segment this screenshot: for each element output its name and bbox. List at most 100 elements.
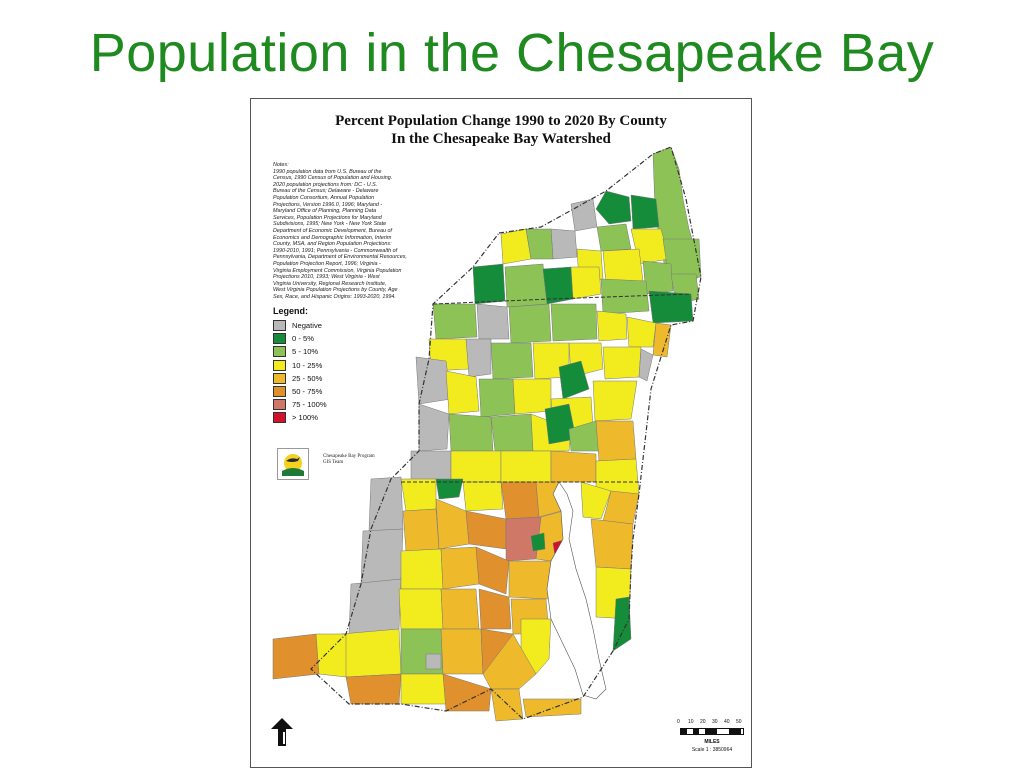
- county-region: [595, 190, 632, 225]
- scale-ticks: 0 10 20 30 40 50: [677, 719, 747, 727]
- county-region: [440, 546, 480, 590]
- county-region: [570, 266, 602, 300]
- county-region: [550, 303, 598, 342]
- legend-item: Negative: [273, 319, 393, 332]
- county-region: [360, 528, 404, 585]
- notes-line: Population Consortium, Annual Population: [273, 194, 375, 201]
- county-region: [525, 228, 554, 260]
- logo-caption-line: GIS Team: [323, 460, 344, 465]
- county-region: [398, 588, 444, 630]
- county-region: [490, 688, 524, 722]
- county-region: [522, 698, 582, 718]
- legend-item: > 100%: [273, 411, 393, 424]
- county-region: [626, 316, 657, 348]
- state-boundary: [432, 293, 692, 305]
- north-arrow-icon: [269, 717, 295, 747]
- legend-label: 10 - 25%: [292, 360, 323, 370]
- notes-line: Sex, Race, and Hispanic Origins: 1993-20…: [273, 293, 396, 300]
- county-region: [530, 532, 546, 552]
- legend-item: 75 - 100%: [273, 398, 393, 411]
- county-region: [592, 380, 638, 422]
- notes-line: Population Projection Report, 1996; Virg…: [273, 260, 381, 267]
- county-region: [465, 510, 507, 550]
- county-region: [450, 450, 502, 483]
- county-region: [415, 356, 452, 405]
- logo-caption-line: Chesapeake Bay Program: [323, 454, 375, 459]
- county-region: [425, 653, 442, 670]
- county-region: [508, 303, 552, 344]
- scale-bar-group: 0 10 20 30 40 50 MILES Scale 1 : 3850964: [677, 719, 747, 763]
- legend-swatch: [273, 333, 286, 345]
- county-region: [462, 481, 504, 512]
- watershed-map: [272, 146, 702, 722]
- legend-item: 50 - 75%: [273, 385, 393, 398]
- legend-item: 25 - 50%: [273, 372, 393, 385]
- notes-line: Virginia University, Regional Research I…: [273, 280, 387, 287]
- county-region: [418, 403, 450, 452]
- county-region: [602, 346, 642, 380]
- county-region: [476, 303, 510, 340]
- county-region: [315, 633, 347, 678]
- county-region: [410, 450, 452, 483]
- county-region: [500, 228, 532, 265]
- county-region: [508, 560, 552, 600]
- scale-tick-label: 30: [712, 719, 718, 725]
- chesapeake-bay-water: [546, 481, 607, 700]
- county-region: [648, 290, 694, 324]
- scale-bar: [680, 728, 744, 735]
- county-region: [435, 498, 470, 550]
- county-region: [490, 413, 534, 452]
- notes-line: Projections, Version 1996.0, 1996; Maryl…: [273, 201, 383, 208]
- county-region: [440, 628, 484, 675]
- slide-title: Population in the Chesapeake Bay: [89, 23, 935, 83]
- notes-line: Census, 1990 Census of Population and Ho…: [273, 175, 393, 182]
- county-region: [272, 633, 320, 680]
- county-region: [472, 263, 506, 305]
- legend-label: > 100%: [292, 413, 318, 423]
- map-notes: Notes: 1990 population data from U.S. Bu…: [273, 162, 425, 300]
- county-region: [440, 588, 480, 630]
- notes-line: Department of Economic Development, Bure…: [273, 227, 392, 234]
- notes-line: Virginia Employment Commission, Virginia…: [273, 267, 402, 274]
- legend-swatch: [273, 386, 286, 398]
- county-region: [345, 673, 402, 705]
- county-region: [595, 420, 637, 462]
- county-region: [465, 338, 492, 378]
- county-region: [500, 481, 540, 520]
- notes-line: West Virginia Population Projections by …: [273, 287, 398, 294]
- county-region: [348, 578, 402, 635]
- legend-swatch: [273, 372, 286, 384]
- notes-line: County, MSA, and Region Population Proje…: [273, 241, 392, 248]
- map-legend: Legend: Negative 0 - 5% 5 - 10% 10 - 25%…: [273, 306, 393, 425]
- county-region: [368, 476, 404, 532]
- chesapeake-bay-program-logo: [277, 448, 309, 480]
- notes-line: 2020 population projections from: DC - U…: [273, 181, 378, 188]
- county-region: [550, 228, 578, 260]
- county-region: [630, 194, 660, 230]
- county-region: [400, 478, 437, 512]
- notes-line: Maryland Office of Planning, Planning Da…: [273, 208, 377, 215]
- legend-title: Legend:: [273, 306, 308, 316]
- notes-line: Pennsylvania, Department of Environmenta…: [273, 254, 407, 261]
- notes-line: 1990-2010, 1991; Pennsylvania - Commonwe…: [273, 247, 398, 254]
- scale-tick-label: 10: [688, 719, 694, 725]
- watershed-boundary: [310, 146, 702, 720]
- notes-line: 1990 population data from U.S. Bureau of…: [273, 168, 382, 175]
- county-region: [445, 370, 480, 415]
- notes-line: Projections 2010, 1993; West Virginia - …: [273, 274, 380, 281]
- county-region: [490, 342, 534, 380]
- legend-swatch: [273, 399, 286, 411]
- heron-logo-icon: [282, 454, 304, 476]
- county-region: [580, 481, 612, 520]
- legend-item: 5 - 10%: [273, 345, 393, 358]
- county-region: [448, 413, 494, 452]
- county-region: [550, 450, 597, 483]
- county-region: [612, 596, 632, 652]
- legend-label: 0 - 5%: [292, 334, 314, 344]
- scale-tick-label: 0: [677, 719, 680, 725]
- county-region: [602, 248, 644, 285]
- legend-label: 25 - 50%: [292, 373, 323, 383]
- notes-line: Bureau of the Census; Delaware - Delawar…: [273, 188, 379, 195]
- county-region: [432, 303, 478, 340]
- notes-line: Services, Population Projections for Mar…: [273, 214, 382, 221]
